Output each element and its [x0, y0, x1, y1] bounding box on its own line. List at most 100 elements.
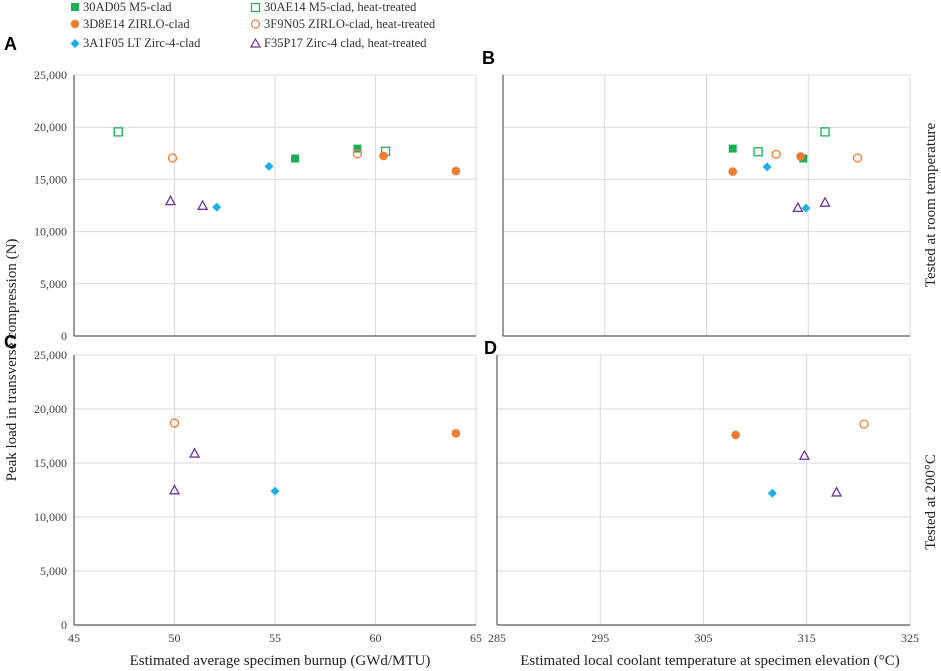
y-tick-label: 25,000: [34, 68, 67, 82]
legend-label: 3D8E14 ZIRLO-clad: [83, 17, 190, 31]
x-axis-title-burnup: Estimated average specimen burnup (GWd/M…: [130, 653, 431, 669]
data-point: [820, 127, 830, 137]
data-point: [859, 419, 869, 429]
x-tick-label: 315: [798, 631, 816, 645]
data-point: [731, 430, 740, 440]
y-tick-label: 5,000: [40, 564, 67, 578]
data-point: [189, 447, 201, 458]
x-tick-label: 45: [68, 631, 80, 645]
y-tick-label: 10,000: [34, 510, 67, 524]
x-tick-label: 60: [370, 631, 382, 645]
legend-label: 30AD05 M5-clad: [83, 0, 172, 14]
x-axis-title-temperature: Estimated local coolant temperature at s…: [520, 653, 900, 669]
panel-d-temperature-200c: 285 295 305 315 325: [488, 354, 919, 645]
x-tick-label: 305: [695, 631, 713, 645]
series-30ad05-m5-clad: [728, 144, 808, 163]
series-3a1f05-lt-zirc-4-clad: [270, 486, 280, 496]
series-3a1f05-lt-zirc-4-clad: [767, 488, 777, 498]
legend-entry-4: 3A1F05 LT Zirc-4-clad: [70, 36, 201, 50]
data-point: [169, 418, 180, 428]
data-point: [796, 152, 805, 161]
y-tick-label: 0: [61, 329, 67, 343]
data-point: [212, 202, 222, 212]
y-tick-label: 15,000: [34, 172, 67, 186]
legend-marker-circle-open: [250, 19, 261, 29]
x-tick-label: 295: [591, 631, 609, 645]
legend-entry-1: 30AE14 M5-clad, heat-treated: [250, 0, 417, 14]
series-3d8e14-zirlo-clad: [728, 152, 805, 176]
panel-letter-a: A: [4, 34, 17, 54]
series-3f9n05-zirlo-clad-heat-treated: [169, 418, 180, 428]
data-point: [451, 429, 461, 438]
legend-marker-square-open: [250, 2, 261, 13]
legend-label: 3F9N05 ZIRLO-clad, heat-treated: [264, 17, 436, 31]
data-point: [167, 153, 178, 163]
data-point: [352, 149, 363, 159]
series-3d8e14-zirlo-clad: [451, 429, 461, 438]
series-f35p17-zirc-4-clad-heat-treated: [798, 449, 843, 497]
series-30ad05-m5-clad: [291, 144, 362, 163]
legend-entry-2: 3D8E14 ZIRLO-clad: [70, 17, 190, 31]
series-3d8e14-zirlo-clad: [379, 151, 461, 176]
data-point: [353, 144, 362, 153]
data-point: [264, 161, 274, 171]
x-tick-label: 285: [488, 631, 506, 645]
panel-letter-d: D: [484, 338, 497, 358]
data-point: [798, 449, 811, 460]
data-point: [728, 167, 738, 176]
x-tick-label: 325: [901, 631, 919, 645]
x-tick-label: 65: [470, 631, 482, 645]
series-3d8e14-zirlo-clad: [731, 430, 740, 440]
data-point: [792, 201, 804, 213]
series-3a1f05-lt-zirc-4-clad: [762, 162, 811, 213]
legend-label: 30AE14 M5-clad, heat-treated: [264, 0, 417, 14]
data-point: [762, 162, 772, 172]
series-3a1f05-lt-zirc-4-clad: [212, 161, 274, 212]
y-tick-label: 15,000: [34, 456, 67, 470]
x-tick-label: 50: [169, 631, 181, 645]
x-tick-label: 55: [269, 631, 281, 645]
series-30ae14-m5-clad-heat-treated: [113, 127, 391, 156]
series-f35p17-zirc-4-clad-heat-treated: [792, 196, 831, 213]
data-point: [270, 486, 280, 496]
y-axis-title: Peak load in transverse compression (N): [4, 239, 20, 482]
data-point: [819, 196, 831, 207]
legend-marker-square-filled: [71, 3, 79, 11]
y-tick-label: 0: [61, 618, 67, 632]
panel-b-temperature-room-temp: [502, 74, 911, 337]
data-point: [801, 203, 811, 213]
legend-marker-diamond-filled: [70, 39, 80, 48]
legend-entry-3: 3F9N05 ZIRLO-clad, heat-treated: [250, 17, 436, 31]
y-tick-label: 5,000: [40, 277, 67, 291]
panel-letter-b: B: [482, 48, 495, 68]
data-point: [753, 147, 763, 157]
panel-c-burnup-200c: 0 5,000 10,000 15,000 20,000 25,000 45 50 55 60 65: [34, 348, 482, 645]
series-3f9n05-zirlo-clad-heat-treated: [859, 419, 869, 429]
row-label-200c: Tested at 200°C: [923, 454, 939, 550]
legend-entry-0: 30AD05 M5-clad: [71, 0, 172, 14]
series-3f9n05-zirlo-clad-heat-treated: [771, 149, 863, 163]
data-point: [728, 144, 737, 153]
row-label-room-temperature: Tested at room temperature: [923, 123, 939, 288]
series-f35p17-zirc-4-clad-heat-treated: [164, 194, 209, 210]
data-point: [451, 166, 461, 176]
legend-label: 3A1F05 LT Zirc-4-clad: [83, 36, 201, 50]
panel-a-burnup-room-temp: 0 5,000 10,000 15,000 20,000 25,000: [34, 68, 477, 343]
y-tick-label: 25,000: [34, 348, 67, 362]
data-point: [291, 154, 300, 163]
legend-entry-5: F35P17 Zirc-4 clad, heat-treated: [249, 36, 427, 50]
data-point: [164, 194, 177, 206]
legend-label: F35P17 Zirc-4 clad, heat-treated: [264, 36, 427, 50]
data-point: [852, 153, 863, 163]
legend-marker-circle-filled: [70, 19, 80, 29]
series-30ae14-m5-clad-heat-treated: [753, 127, 830, 157]
series-3f9n05-zirlo-clad-heat-treated: [167, 149, 363, 163]
data-point: [379, 151, 388, 161]
series-f35p17-zirc-4-clad-heat-treated: [168, 447, 201, 495]
data-point: [771, 149, 781, 159]
data-point: [197, 199, 209, 210]
legend: 30AD05 M5-clad 30AE14 M5-clad, heat-trea…: [70, 0, 436, 50]
y-tick-label: 10,000: [34, 225, 67, 239]
data-point: [830, 486, 843, 497]
data-point: [113, 127, 123, 137]
